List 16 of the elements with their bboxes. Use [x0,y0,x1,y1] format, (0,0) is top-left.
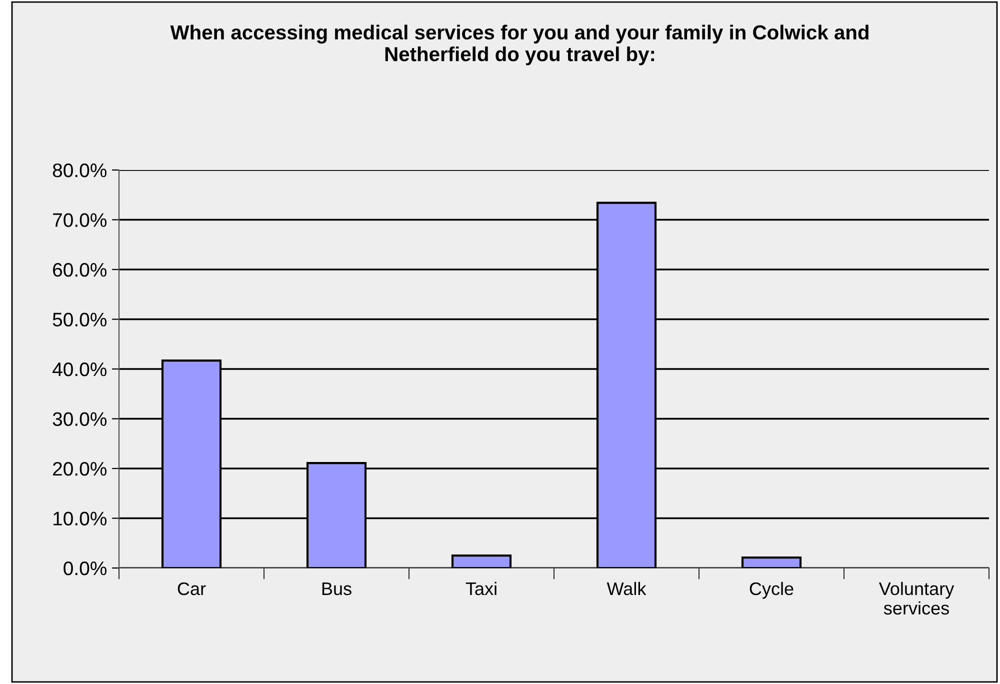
x-tick-label: Cycle [750,582,794,599]
x-tick-label: Walk [606,582,646,596]
y-tick-label: 40.0% [52,362,107,376]
chart-title: When accessing medical services for you and your family in Colwick and Netherfield do you travel by: [170,24,868,66]
y-tick-label: 50.0% [52,312,107,326]
y-tick-label: 20.0% [53,462,107,476]
y-tick-label: 60.0% [53,262,107,277]
y-tick-label: 30.0% [52,412,107,426]
x-tick-label: Taxi [466,582,496,596]
x-tick-label: Car [178,582,206,596]
x-tick-label: Voluntary services [878,582,954,615]
y-tick-label: 70.0% [53,213,107,227]
y-tick-label: 80.0% [52,163,107,178]
y-tick-label: 0.0% [64,561,107,576]
y-tick-label: 10.0% [54,512,107,526]
x-tick-label: Bus [322,582,352,596]
